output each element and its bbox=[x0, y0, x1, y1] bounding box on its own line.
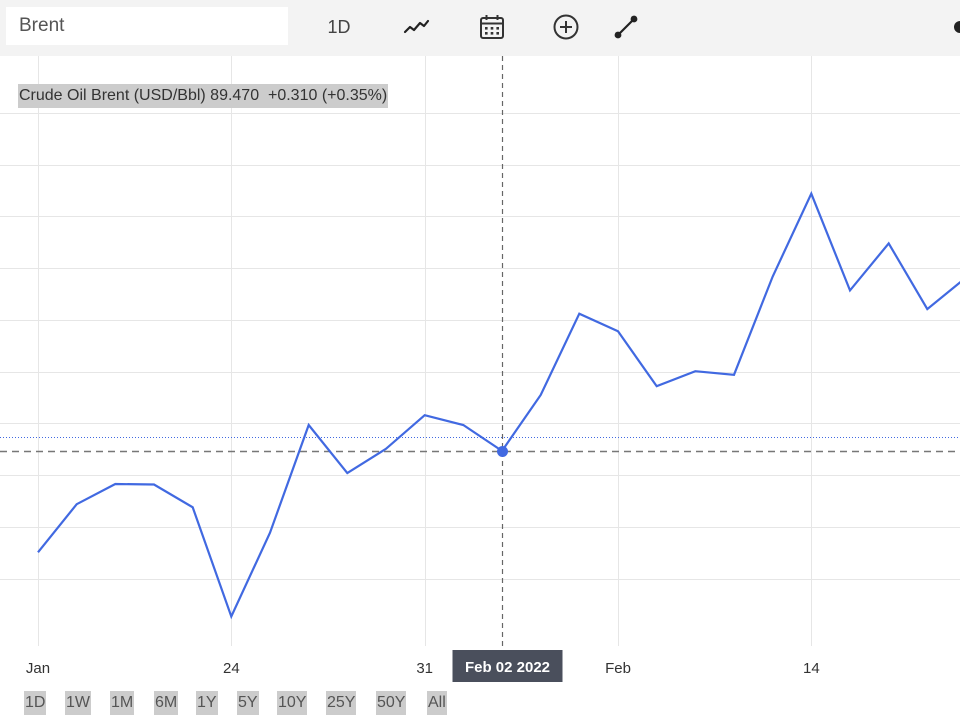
range-button-1d[interactable]: 1D bbox=[24, 691, 47, 715]
add-indicator-button[interactable] bbox=[546, 8, 586, 46]
price-series-line bbox=[37, 190, 960, 620]
range-button-6m[interactable]: 6M bbox=[154, 691, 179, 715]
range-button-25y[interactable]: 25Y bbox=[326, 691, 357, 715]
price-legend: Crude Oil Brent (USD/Bbl) 89.470 +0.310 … bbox=[18, 84, 389, 108]
crosshair-date-label: Feb 02 2022 bbox=[465, 659, 550, 676]
range-button-1m[interactable]: 1M bbox=[110, 691, 135, 715]
draw-line-icon bbox=[614, 15, 638, 39]
x-tick-label: 24 bbox=[223, 660, 240, 677]
range-button-10y[interactable]: 10Y bbox=[277, 691, 308, 715]
chart-type-button[interactable] bbox=[396, 8, 436, 46]
draw-line-button[interactable] bbox=[606, 8, 646, 46]
range-button-1y[interactable]: 1Y bbox=[196, 691, 218, 715]
range-button-1w[interactable]: 1W bbox=[65, 691, 91, 715]
x-tick-label: 31 bbox=[416, 660, 433, 677]
chart-canvas[interactable]: Jan 24 31 Feb 14 Feb 02 2022 bbox=[0, 56, 960, 719]
x-tick-label: Feb bbox=[605, 660, 631, 677]
symbol-search-input[interactable] bbox=[6, 7, 288, 45]
x-tick-label: 14 bbox=[803, 660, 820, 677]
crosshair-date-box bbox=[452, 650, 563, 682]
range-button-50y[interactable]: 50Y bbox=[376, 691, 407, 715]
range-button-5y[interactable]: 5Y bbox=[237, 691, 259, 715]
settings-button[interactable] bbox=[946, 8, 960, 46]
add-indicator-icon bbox=[553, 14, 579, 40]
crosshair-point bbox=[497, 446, 508, 457]
x-tick-label: Jan bbox=[26, 660, 50, 677]
menu-dot-icon bbox=[954, 21, 960, 33]
chart-toolbar: 1D bbox=[0, 0, 960, 56]
date-range-button[interactable] bbox=[472, 8, 512, 46]
interval-button[interactable]: 1D bbox=[327, 16, 351, 37]
range-button-all[interactable]: All bbox=[427, 691, 447, 715]
line-chart-icon bbox=[403, 19, 430, 34]
calendar-icon bbox=[480, 15, 504, 39]
price-chart[interactable]: Jan 24 31 Feb 14 Feb 02 2022 Crude Oil Brent … bbox=[0, 56, 960, 719]
